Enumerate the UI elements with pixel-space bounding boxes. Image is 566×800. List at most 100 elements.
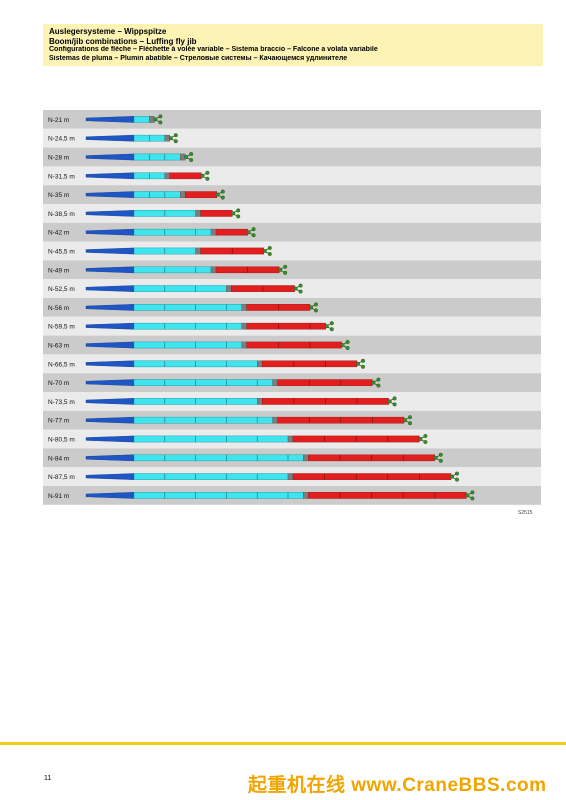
head-sheave xyxy=(251,233,256,238)
row-band xyxy=(43,166,541,186)
jib-adapter xyxy=(257,398,263,405)
head-sheave xyxy=(231,211,236,216)
row-band xyxy=(43,110,541,129)
head-sheave xyxy=(345,346,350,351)
head-sheave xyxy=(387,399,392,404)
head-sheave xyxy=(376,377,381,382)
jib-adapter xyxy=(195,210,201,217)
head-sheave xyxy=(324,324,329,329)
head-sheave xyxy=(200,173,205,178)
config-label: N-52,5 m xyxy=(48,286,75,293)
jib-adapter xyxy=(210,228,217,236)
head-sheave xyxy=(205,170,210,175)
head-sheave xyxy=(470,490,475,495)
config-label: N-84 m xyxy=(48,455,69,462)
config-label: N-56 m xyxy=(48,305,69,312)
head-sheave xyxy=(438,458,443,463)
fly-jib-section xyxy=(308,492,467,499)
config-label: N-91 m xyxy=(48,493,69,500)
head-sheave xyxy=(423,440,428,445)
head-sheave xyxy=(423,434,428,439)
row-band xyxy=(43,260,541,280)
config-label: N-24,5 m xyxy=(48,136,75,143)
jib-adapter xyxy=(179,191,186,198)
main-boom-section xyxy=(133,191,181,198)
fly-jib-section xyxy=(169,172,202,180)
head-sheave xyxy=(465,493,470,498)
head-sheave xyxy=(408,415,413,420)
row-band xyxy=(43,222,541,242)
fly-jib-section xyxy=(246,322,327,330)
jib-adapter xyxy=(287,435,294,443)
config-label: N-28 m xyxy=(48,155,69,162)
head-sheave xyxy=(298,283,303,288)
head-sheave xyxy=(450,474,455,479)
head-sheave xyxy=(283,264,288,269)
head-sheave xyxy=(205,176,210,181)
head-sheave xyxy=(267,251,272,256)
head-sheave xyxy=(189,157,194,162)
jib-adapter xyxy=(241,322,248,330)
config-label: N-31,5 m xyxy=(48,173,75,180)
head-sheave xyxy=(455,477,460,482)
fly-jib-section xyxy=(262,360,358,368)
header-title-en: Boom/jib combinations – Luffing fly jib xyxy=(49,36,197,46)
main-boom-section xyxy=(133,341,243,349)
head-sheave xyxy=(158,114,163,119)
page-rule xyxy=(0,742,566,745)
jib-adapter xyxy=(272,416,278,424)
head-sheave xyxy=(314,308,319,313)
main-boom-section xyxy=(133,304,243,311)
head-sheave xyxy=(215,192,220,197)
main-boom-section xyxy=(133,266,212,274)
head-sheave xyxy=(298,289,303,294)
main-boom-section xyxy=(133,435,289,443)
head-sheave xyxy=(267,245,272,250)
main-boom-section xyxy=(133,285,227,292)
config-label: N-70 m xyxy=(48,380,69,387)
main-boom-section xyxy=(133,322,243,330)
fly-jib-section xyxy=(215,228,248,236)
config-label: N-38,5 m xyxy=(48,211,75,218)
head-sheave xyxy=(392,396,397,401)
main-boom-section xyxy=(133,228,212,236)
main-boom-section xyxy=(133,416,273,424)
watermark: 起重机在线 www.CraneBBS.com xyxy=(248,775,547,796)
main-boom-section xyxy=(133,492,304,499)
head-sheave xyxy=(189,151,194,156)
jib-adapter xyxy=(257,360,263,368)
row-band xyxy=(43,147,541,167)
drawing-code: S2515 xyxy=(518,510,533,516)
head-sheave xyxy=(220,195,225,200)
fly-jib-section xyxy=(246,341,342,349)
header-box: Auslegersysteme – Wippspitze Boom/jib co… xyxy=(43,24,543,66)
head-sheave xyxy=(173,133,178,138)
jib-adapter xyxy=(226,285,232,292)
head-sheave xyxy=(376,383,381,388)
head-sheave xyxy=(408,421,413,426)
main-boom-section xyxy=(133,116,150,123)
config-label: N-63 m xyxy=(48,343,69,350)
row-band xyxy=(43,204,541,223)
head-sheave xyxy=(236,214,241,219)
head-sheave xyxy=(278,267,283,272)
head-sheave xyxy=(251,227,256,232)
config-label: N-35 m xyxy=(48,192,69,199)
head-sheave xyxy=(283,270,288,275)
head-sheave xyxy=(153,117,158,122)
jib-adapter xyxy=(287,473,294,480)
config-label: N-77 m xyxy=(48,418,69,425)
header-title-fr-it: Configurations de flèche – Fléchette à v… xyxy=(49,46,378,53)
config-label: N-49 m xyxy=(48,267,69,274)
header-title-es-ru: Sistemas de pluma – Plumin abatible – Ст… xyxy=(49,54,348,62)
head-sheave xyxy=(158,120,163,125)
jib-adapter xyxy=(210,266,217,274)
head-sheave xyxy=(184,154,189,159)
head-sheave xyxy=(361,364,366,369)
head-sheave xyxy=(309,305,314,310)
config-label: N-45,5 m xyxy=(48,249,75,256)
head-sheave xyxy=(356,361,361,366)
config-label: N-87,5 m xyxy=(48,474,75,481)
head-sheave xyxy=(403,418,408,423)
